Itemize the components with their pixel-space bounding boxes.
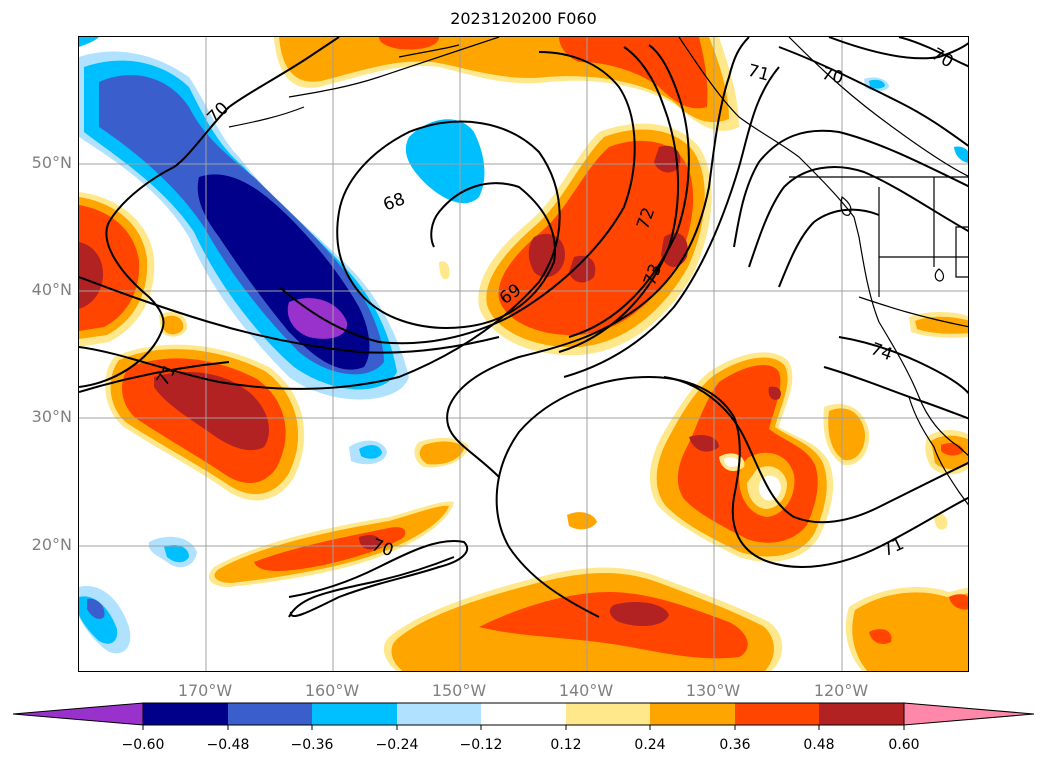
colorbar-tick-label: −0.60	[121, 737, 165, 753]
colorbar-bin	[481, 703, 566, 725]
colorbar-bin	[819, 703, 904, 725]
coastlines	[228, 37, 968, 506]
colorbar-extend-low	[12, 702, 144, 726]
colorbar-bin	[735, 703, 819, 725]
lat-label-40n: 40°N	[31, 280, 72, 299]
lon-label-170w: 170°W	[177, 681, 233, 700]
colorbar-bin	[397, 703, 481, 725]
lat-label-50n: 50°N	[31, 153, 72, 172]
colorbar-bin	[228, 703, 312, 725]
negative-anomaly-shading	[79, 37, 968, 671]
map-frame: 70 68 69 72 73 71 74 70 71 70 71 70	[78, 36, 969, 672]
colorbar-extend-high	[903, 702, 1035, 726]
lon-label-140w: 140°W	[558, 681, 614, 700]
colorbar-tick-label: −0.24	[375, 737, 419, 753]
lon-label-130w: 130°W	[685, 681, 741, 700]
height-contours	[79, 37, 968, 618]
lon-label-120w: 120°W	[813, 681, 869, 700]
colorbar-tick-label: 0.12	[550, 737, 582, 753]
colorbar-bin	[143, 703, 228, 725]
colorbar-tick-label: 0.36	[719, 737, 751, 753]
colorbar-tick-label: 0.48	[803, 737, 835, 753]
colorbar-tick-label: −0.12	[459, 737, 503, 753]
graticule	[79, 37, 968, 671]
contour-label: 68	[381, 189, 408, 215]
positive-anomaly-shading	[79, 37, 968, 671]
lon-label-150w: 150°W	[431, 681, 487, 700]
contour-label: 71	[879, 534, 907, 561]
lon-label-160w: 160°W	[304, 681, 360, 700]
map-canvas: 70 68 69 72 73 71 74 70 71 70 71 70	[79, 37, 968, 671]
lat-label-20n: 20°N	[31, 535, 72, 554]
colorbar-tick-label: −0.36	[290, 737, 334, 753]
map-title: 2023120200 F060	[450, 9, 597, 28]
colorbar-tick-label: 0.24	[634, 737, 666, 753]
colorbar-bin	[312, 703, 397, 725]
lat-label-30n: 30°N	[31, 407, 72, 426]
colorbar-tick-label: 0.60	[888, 737, 920, 753]
colorbar-tick-label: −0.48	[206, 737, 250, 753]
colorbar-bin	[650, 703, 735, 725]
colorbar-bin	[566, 703, 650, 725]
